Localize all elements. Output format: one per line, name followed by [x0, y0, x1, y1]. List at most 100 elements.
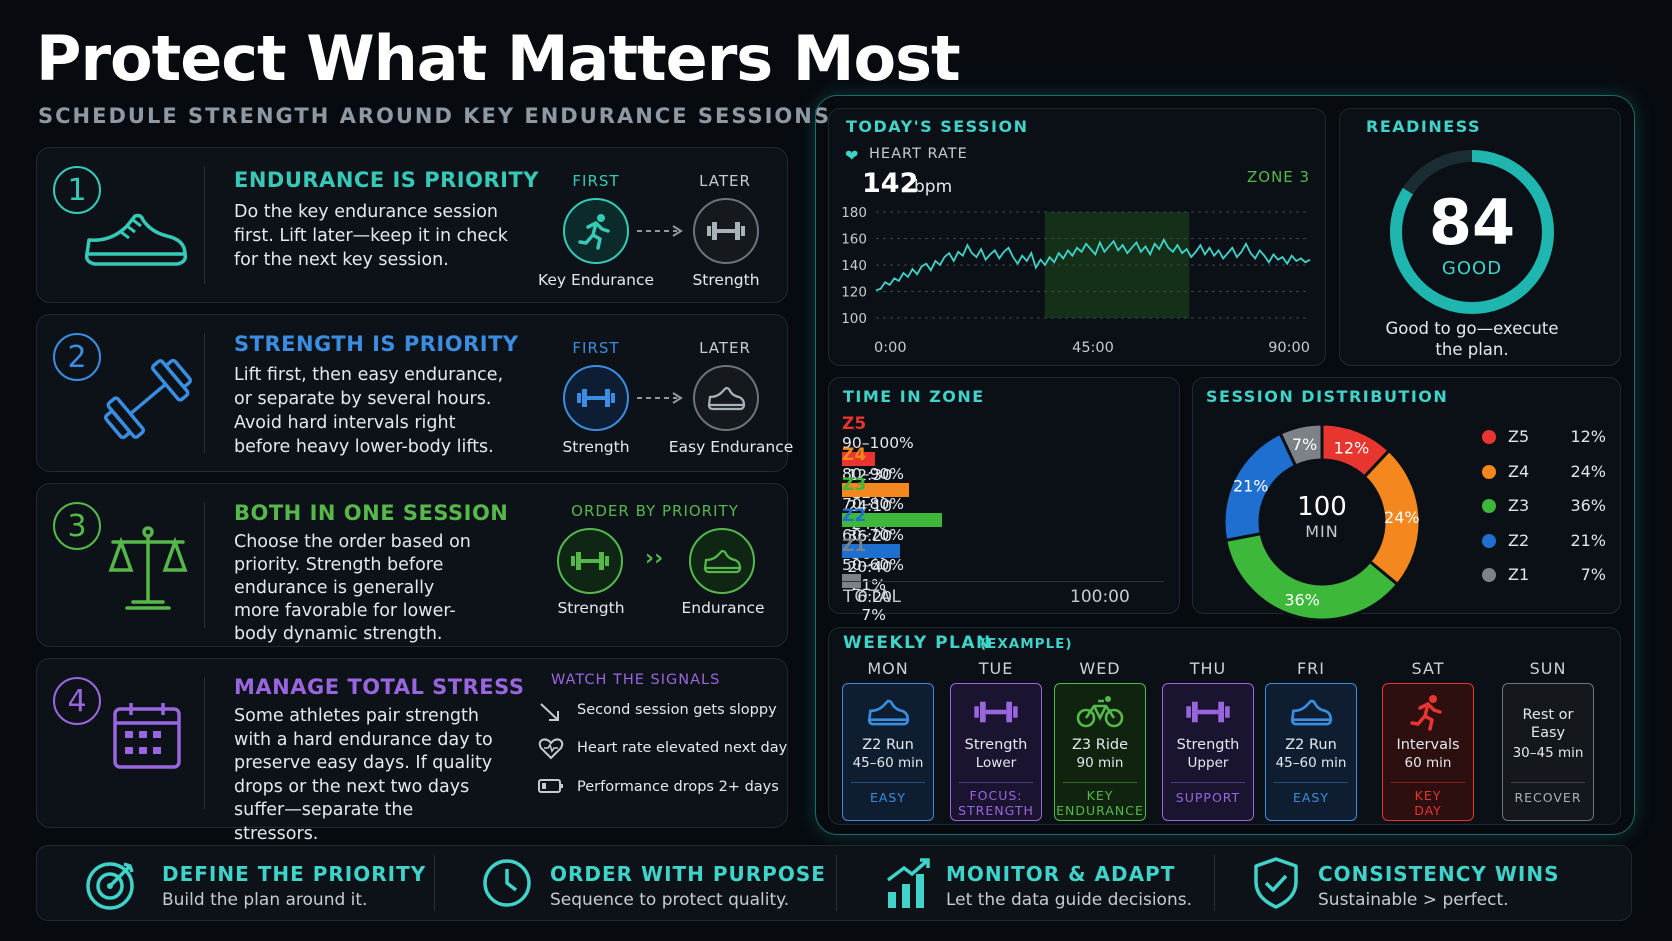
- section-body: Some athletes pair strength with a hard …: [234, 706, 493, 844]
- day-card[interactable]: Z2 Run 45–60 min EASY: [842, 683, 934, 821]
- legend-pct: 24%: [1570, 461, 1606, 481]
- zone-pct: 7%: [861, 606, 886, 624]
- zone-bar: [842, 543, 901, 558]
- donut-slice-label: 21%: [1233, 477, 1269, 496]
- day-card[interactable]: Strength Lower FOCUS: STRENGTH: [950, 683, 1042, 821]
- legend-item: Z1 7%: [1482, 565, 1612, 587]
- trend-down-icon: [540, 703, 559, 721]
- later-caption: Endurance: [681, 599, 765, 617]
- zone-time: 20:40: [847, 557, 892, 576]
- hr-label: HEART RATE: [869, 146, 968, 162]
- dashboard-frame: [815, 95, 1635, 835]
- legend-pct: 21%: [1570, 530, 1606, 550]
- day-card[interactable]: Rest or Easy 30–45 min RECOVER: [1502, 683, 1594, 821]
- day-line1: Z2 Run: [1285, 737, 1337, 753]
- dumbbell-icon: [951, 692, 1041, 732]
- section-number: 1: [53, 166, 101, 214]
- section-body: Do the key endurance session first. Lift…: [234, 202, 508, 270]
- section-title: BOTH IN ONE SESSION: [234, 501, 509, 525]
- day-line1: Z2 Run: [862, 737, 914, 753]
- arrow-icon: [637, 392, 683, 404]
- footer-body: Let the data guide decisions.: [946, 890, 1192, 910]
- first-caption: Key Endurance: [537, 271, 655, 289]
- day-card[interactable]: Z2 Run 45–60 min EASY: [1265, 683, 1357, 821]
- chevron-right-icon: ››: [645, 546, 664, 571]
- page-title: Protect What Matters Most: [36, 22, 961, 95]
- today-title: TODAY'S SESSION: [846, 117, 1029, 136]
- zone-name: Z3: [842, 475, 867, 495]
- day-name: MON: [867, 659, 909, 678]
- y-tick-label: 180: [841, 205, 867, 221]
- legend-pct: 7%: [1580, 565, 1606, 584]
- day-tag: RECOVER: [1514, 790, 1582, 805]
- heart-pulse-icon: [538, 738, 564, 760]
- section-body: Choose the order based on priority. Stre…: [234, 532, 471, 644]
- legend-swatch: [1482, 499, 1496, 513]
- section-title: STRENGTH IS PRIORITY: [234, 332, 519, 356]
- section-card-stress: 4 MANAGE TOTAL STRESS Some athletes pair…: [36, 658, 788, 844]
- section-card-both: 3 BOTH IN ONE SESSION Choose the order b…: [36, 483, 788, 647]
- footer-title: CONSISTENCY WINS: [1318, 862, 1560, 886]
- later-label: LATER: [699, 339, 751, 357]
- gauge-fill: [1390, 150, 1554, 314]
- later-caption: Easy Endurance: [668, 438, 794, 456]
- growth-chart-icon: [886, 858, 930, 908]
- day-tag: SUPPORT: [1175, 790, 1241, 805]
- y-tick-label: 100: [841, 311, 867, 327]
- zone-name: Z5: [842, 414, 867, 434]
- section-title: MANAGE TOTAL STRESS: [234, 675, 525, 699]
- y-tick-label: 120: [841, 285, 867, 301]
- hr-value: 142: [862, 168, 919, 199]
- section-number: 3: [53, 502, 101, 550]
- clock-icon: [483, 859, 531, 907]
- zone-label: ZONE 3: [1247, 168, 1311, 186]
- zone-time: 6:20: [857, 588, 892, 606]
- readiness-gauge: [1390, 150, 1554, 314]
- dumbbell-icon: [563, 365, 629, 431]
- footer-title: MONITOR & ADAPT: [946, 862, 1176, 886]
- legend-zone: Z5: [1508, 427, 1530, 446]
- x-tick-label: 0:00: [874, 340, 907, 356]
- day-name: WED: [1079, 659, 1121, 678]
- y-tick-label: 140: [841, 258, 867, 274]
- zone-range: 90–100%: [842, 434, 914, 452]
- footer-body: Sequence to protect quality.: [550, 890, 790, 910]
- day-tag: FOCUS:: [969, 788, 1023, 803]
- dumbbell-icon: [1163, 692, 1253, 732]
- arrow-icon: [637, 225, 683, 237]
- day-tag: EASY: [1292, 790, 1330, 805]
- section-title: ENDURANCE IS PRIORITY: [234, 168, 539, 192]
- zone-name: Z1: [842, 536, 867, 556]
- first-caption: Strength: [562, 438, 630, 456]
- total-value: 100:00: [1070, 587, 1130, 607]
- legend-zone: Z3: [1508, 496, 1530, 515]
- zone-range: 80–90%: [842, 464, 904, 483]
- legend-pct: 36%: [1570, 496, 1606, 515]
- zone-name: Z4: [842, 444, 867, 465]
- hr-unit: bpm: [914, 177, 953, 197]
- day-card[interactable]: Intervals 60 min KEY DAY: [1382, 683, 1474, 821]
- footer-bar: [36, 845, 1632, 921]
- donut-center-value: 100: [1297, 492, 1347, 522]
- total-label: TOTAL: [843, 587, 902, 607]
- signal-item: Heart rate elevated next day: [577, 740, 788, 756]
- donut-slice: [1223, 531, 1400, 622]
- day-card[interactable]: Strength Upper SUPPORT: [1162, 683, 1254, 821]
- zone-row: Z1 50–60% 6:20 7%: [842, 536, 1152, 624]
- day-tag: KEY: [1414, 788, 1442, 803]
- page-subtitle: SCHEDULE STRENGTH AROUND KEY ENDURANCE S…: [38, 104, 831, 128]
- shield-check-icon: [1254, 857, 1298, 909]
- day-divider: [1391, 782, 1465, 783]
- runner-icon: [563, 198, 629, 264]
- shoe-icon: [843, 692, 933, 732]
- day-line1: Strength: [964, 737, 1028, 753]
- zone-range: 50–60%: [842, 556, 904, 574]
- day-line1: Strength: [1176, 737, 1240, 753]
- zone-range: 70–80%: [842, 495, 904, 513]
- day-card[interactable]: Z3 Ride 90 min KEY ENDURANCE: [1054, 683, 1146, 821]
- day-name: SUN: [1529, 659, 1567, 678]
- distribution-donut: 12% 24% 36% 21% 7%: [1222, 422, 1422, 622]
- donut-slice-label: 24%: [1384, 508, 1420, 527]
